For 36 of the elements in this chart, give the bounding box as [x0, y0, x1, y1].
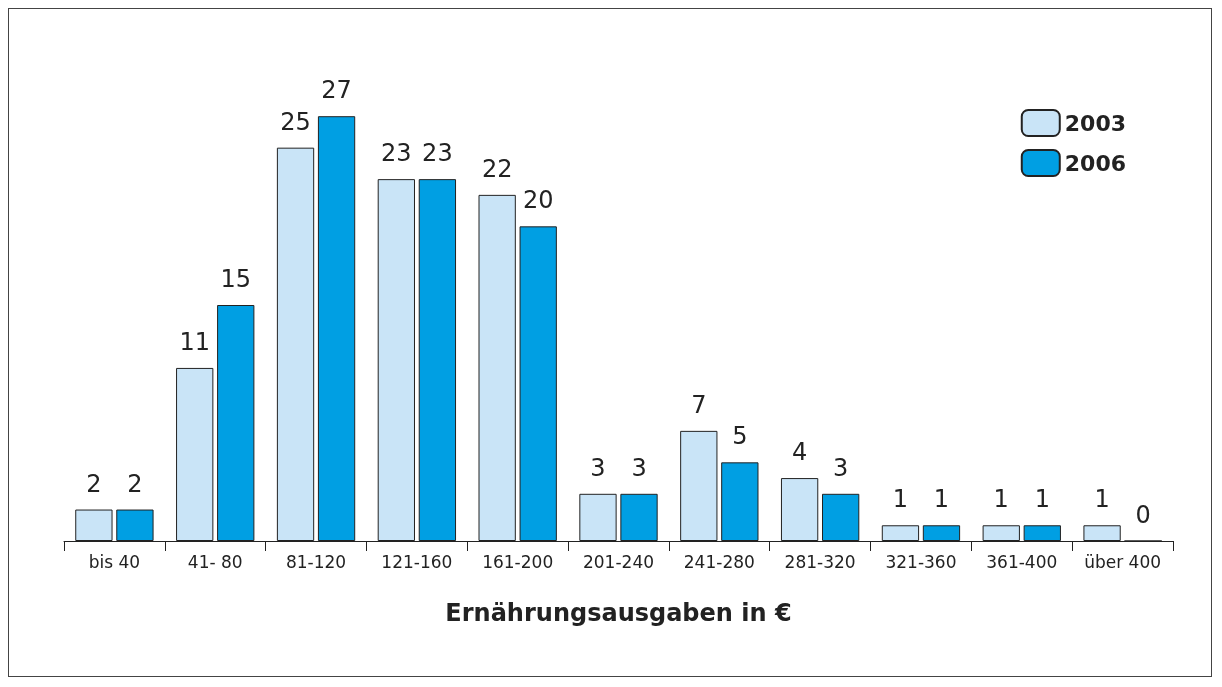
x-tick-label: 121-160 [381, 551, 453, 572]
data-label: 7 [691, 390, 707, 419]
data-label: 1 [993, 485, 1009, 514]
data-label: 1 [1094, 485, 1110, 514]
x-axis-title: Ernährungsausgaben in € [445, 599, 792, 627]
data-label: 23 [422, 139, 453, 168]
data-label: 3 [631, 453, 647, 482]
data-label: 1 [892, 485, 909, 514]
data-label: 2 [86, 469, 102, 498]
data-label: 25 [280, 107, 311, 136]
x-tick-label: 281-320 [784, 551, 856, 572]
x-tick-label: 201-240 [582, 551, 655, 572]
data-label: 22 [481, 154, 513, 183]
data-label: 1 [1034, 485, 1050, 514]
data-label: 2 [127, 469, 143, 498]
x-tick-label: 41- 80 [187, 551, 243, 572]
data-label: 3 [833, 453, 849, 482]
data-label: 20 [522, 186, 554, 215]
x-tick-label: bis 40 [88, 551, 141, 572]
data-label: 11 [179, 327, 210, 356]
data-label: 27 [321, 76, 352, 105]
x-tick-label: 241-280 [683, 551, 755, 572]
data-label: 4 [791, 438, 808, 467]
data-label: 3 [590, 453, 606, 482]
x-tick-label: 161-200 [482, 551, 554, 572]
legend-label: 2003 [1064, 110, 1126, 136]
data-label: 1 [933, 485, 950, 514]
data-label: 0 [1135, 500, 1151, 529]
x-tick-label: 81-120 [285, 551, 347, 572]
data-label: 23 [381, 139, 412, 168]
x-tick-label: 361-400 [986, 551, 1058, 572]
x-tick-label: 321-360 [885, 551, 957, 572]
x-tick-label: über 400 [1084, 551, 1162, 572]
legend-label: 2006 [1064, 150, 1126, 176]
data-label: 5 [732, 422, 748, 451]
data-label: 15 [220, 265, 252, 293]
